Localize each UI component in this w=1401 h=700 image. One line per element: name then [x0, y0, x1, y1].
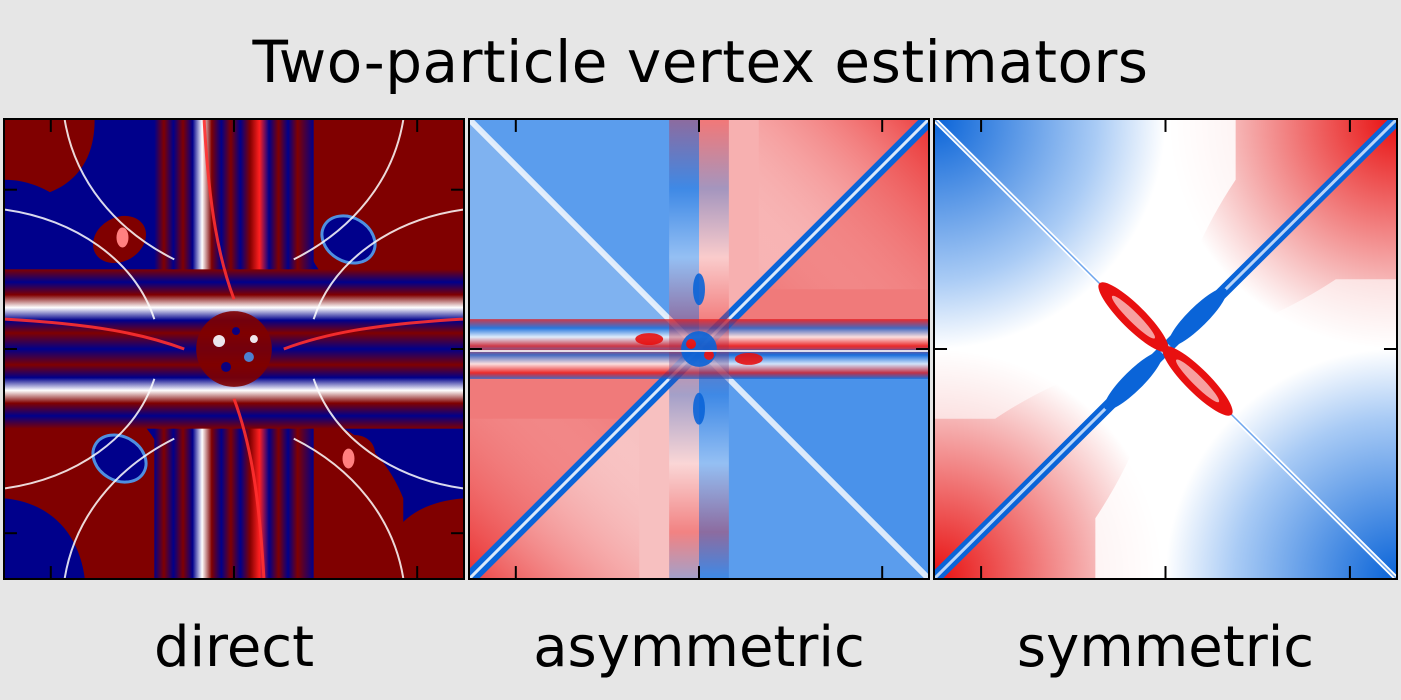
panel-label-asymmetric: asymmetric: [533, 615, 865, 680]
heatmap-panel-direct: [3, 118, 465, 580]
heatmap-direct: [5, 120, 463, 578]
tick-marks-direct: [5, 120, 463, 578]
heatmap-panel-symmetric: [933, 118, 1398, 580]
figure-title: Two-particle vertex estimators: [252, 28, 1149, 96]
panel-label-direct: direct: [153, 615, 315, 680]
tick-marks-symmetric: [935, 120, 1396, 578]
heatmap-symmetric: [935, 120, 1396, 578]
heatmap-asymmetric: [470, 120, 928, 578]
heatmap-panel-asymmetric: [468, 118, 930, 580]
tick-marks-asymmetric: [470, 120, 928, 578]
panel-label-symmetric: symmetric: [1016, 615, 1315, 680]
